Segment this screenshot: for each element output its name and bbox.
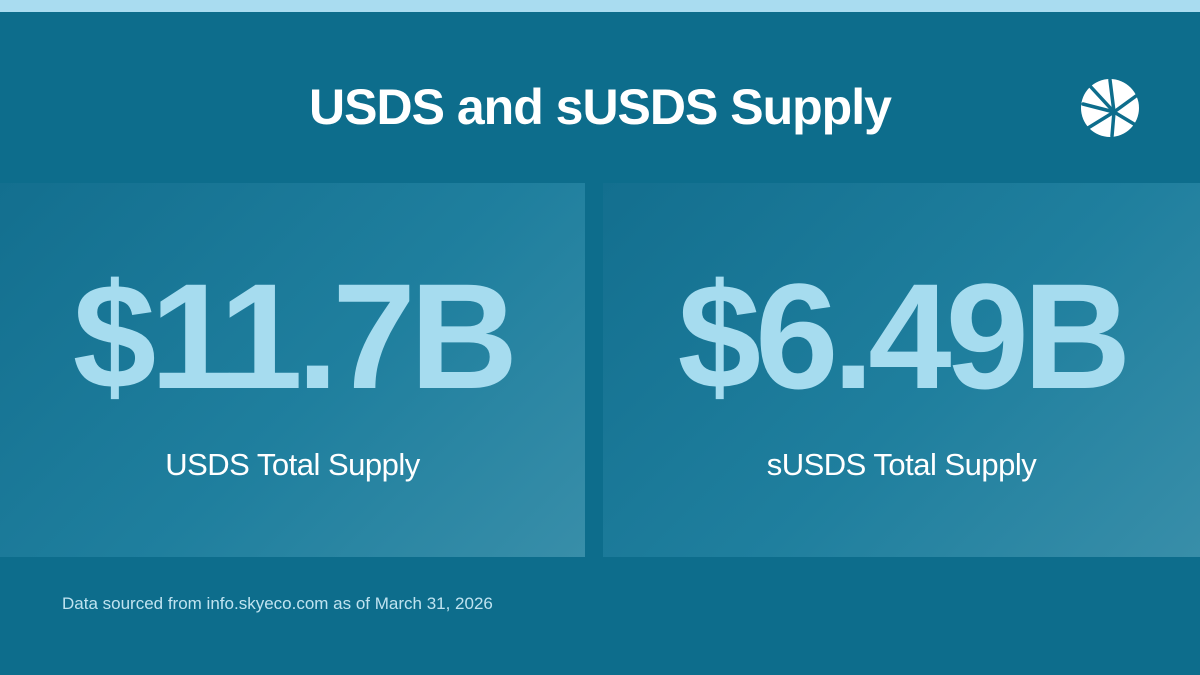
- stat-card: $11.7B USDS Total Supply: [0, 183, 585, 557]
- logo: [1081, 78, 1139, 138]
- source-note: Data sourced from info.skyeco.com as of …: [62, 594, 493, 613]
- stat-value: $6.49B: [677, 252, 1132, 420]
- stat-label: sUSDS Total Supply: [766, 447, 1037, 482]
- top-stripe: [0, 0, 1200, 12]
- stat-label: USDS Total Supply: [165, 447, 420, 482]
- stat-value: $11.7B: [72, 252, 518, 420]
- title: USDS and sUSDS Supply: [309, 79, 892, 135]
- stat-card: $6.49B sUSDS Total Supply: [603, 183, 1200, 557]
